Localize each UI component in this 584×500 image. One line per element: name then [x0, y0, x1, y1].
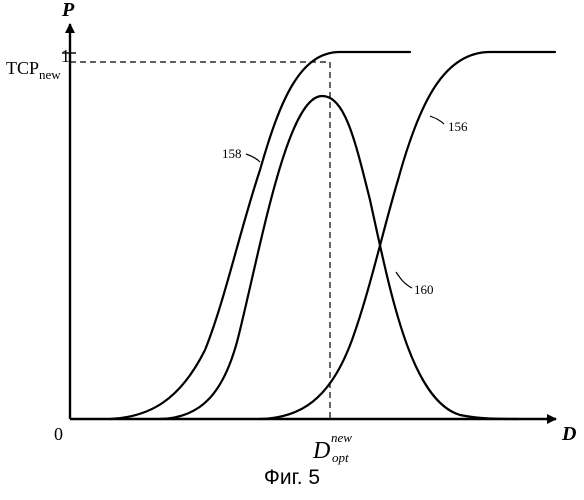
dopt-sup-text: new	[331, 430, 352, 445]
curve-158-label: 158	[222, 146, 242, 161]
curve-156	[260, 52, 555, 419]
dopt-main-text: D	[312, 438, 330, 464]
tcp-main-text: TCP	[6, 58, 39, 78]
figure-caption: Фиг. 5	[0, 466, 584, 490]
tcp-new-label: TCPnew	[6, 58, 61, 82]
x-axis-label: D	[561, 423, 576, 445]
leader-160	[396, 272, 412, 288]
curve-158	[110, 52, 410, 419]
leader-156	[430, 116, 444, 124]
tick-one-label: 1	[61, 46, 70, 66]
curve-160-label: 160	[414, 282, 434, 297]
dopt-sub-text: opt	[332, 450, 349, 465]
leader-158	[246, 154, 260, 162]
curve-156-label: 156	[448, 119, 468, 134]
tcp-sub-text: new	[39, 67, 61, 82]
origin-label: 0	[54, 424, 63, 444]
y-axis-label: P	[61, 0, 75, 21]
